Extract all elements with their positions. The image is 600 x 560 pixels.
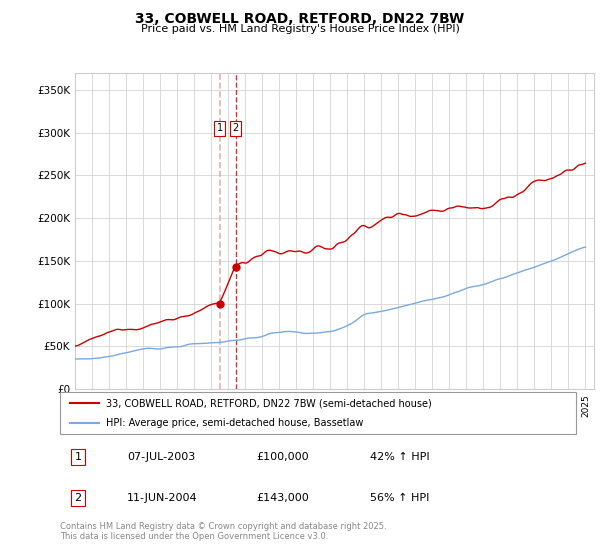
Text: 33, COBWELL ROAD, RETFORD, DN22 7BW: 33, COBWELL ROAD, RETFORD, DN22 7BW	[136, 12, 464, 26]
Text: 1: 1	[74, 452, 82, 462]
Text: 2: 2	[74, 493, 82, 503]
Text: 1: 1	[217, 123, 223, 133]
Text: £143,000: £143,000	[256, 493, 309, 503]
Text: 42% ↑ HPI: 42% ↑ HPI	[370, 452, 429, 462]
Text: 56% ↑ HPI: 56% ↑ HPI	[370, 493, 429, 503]
Text: HPI: Average price, semi-detached house, Bassetlaw: HPI: Average price, semi-detached house,…	[106, 418, 364, 428]
Text: 33, COBWELL ROAD, RETFORD, DN22 7BW (semi-detached house): 33, COBWELL ROAD, RETFORD, DN22 7BW (sem…	[106, 398, 432, 408]
Text: £100,000: £100,000	[256, 452, 309, 462]
Text: 07-JUL-2003: 07-JUL-2003	[127, 452, 196, 462]
Text: Price paid vs. HM Land Registry's House Price Index (HPI): Price paid vs. HM Land Registry's House …	[140, 24, 460, 34]
Text: 2: 2	[233, 123, 239, 133]
Text: Contains HM Land Registry data © Crown copyright and database right 2025.
This d: Contains HM Land Registry data © Crown c…	[60, 522, 386, 542]
Text: 11-JUN-2004: 11-JUN-2004	[127, 493, 198, 503]
